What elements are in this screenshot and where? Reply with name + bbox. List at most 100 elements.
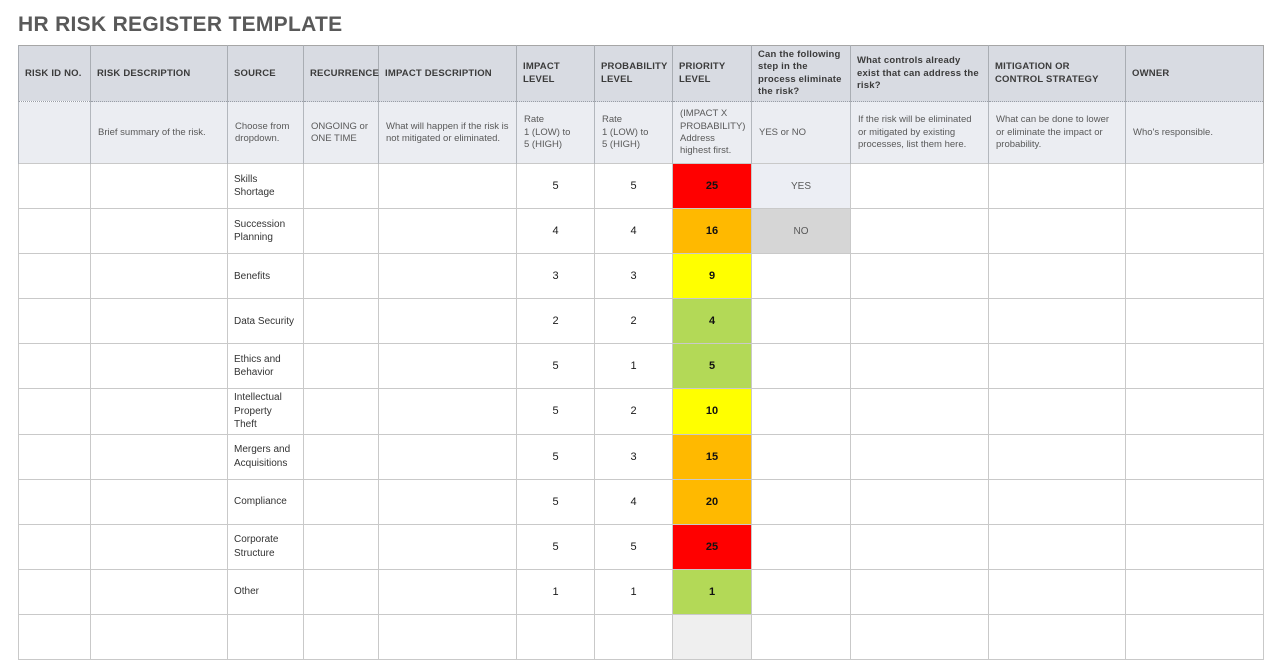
risk-id-cell[interactable] [18, 478, 91, 525]
impact-description-cell[interactable] [378, 478, 517, 525]
owner-cell[interactable] [1125, 208, 1264, 255]
mitigation-strategy-cell[interactable] [988, 568, 1126, 615]
source-cell[interactable]: Corporate Structure [227, 523, 304, 570]
probability-level-cell[interactable]: 4 [594, 208, 673, 255]
impact-description-cell[interactable] [378, 613, 517, 660]
recurrence-cell[interactable] [303, 208, 379, 255]
priority-level-cell[interactable]: 9 [672, 253, 752, 300]
existing-controls-cell[interactable] [850, 523, 989, 570]
eliminate-risk-cell[interactable] [751, 433, 851, 480]
existing-controls-cell[interactable] [850, 433, 989, 480]
existing-controls-cell[interactable] [850, 388, 989, 435]
risk-id-cell[interactable] [18, 433, 91, 480]
recurrence-cell[interactable] [303, 388, 379, 435]
eliminate-risk-cell[interactable] [751, 523, 851, 570]
priority-level-cell[interactable] [672, 613, 752, 660]
priority-level-cell[interactable]: 16 [672, 208, 752, 255]
owner-cell[interactable] [1125, 163, 1264, 210]
impact-description-cell[interactable] [378, 523, 517, 570]
impact-level-cell[interactable]: 5 [516, 433, 595, 480]
eliminate-risk-cell[interactable] [751, 343, 851, 390]
risk-description-cell[interactable] [90, 478, 228, 525]
recurrence-cell[interactable] [303, 568, 379, 615]
risk-description-cell[interactable] [90, 523, 228, 570]
recurrence-cell[interactable] [303, 433, 379, 480]
impact-level-cell[interactable]: 1 [516, 568, 595, 615]
risk-description-cell[interactable] [90, 298, 228, 345]
impact-description-cell[interactable] [378, 433, 517, 480]
source-cell[interactable]: Benefits [227, 253, 304, 300]
recurrence-cell[interactable] [303, 343, 379, 390]
impact-level-cell[interactable]: 5 [516, 388, 595, 435]
probability-level-cell[interactable]: 4 [594, 478, 673, 525]
recurrence-cell[interactable] [303, 163, 379, 210]
owner-cell[interactable] [1125, 523, 1264, 570]
eliminate-risk-cell[interactable] [751, 613, 851, 660]
recurrence-cell[interactable] [303, 253, 379, 300]
probability-level-cell[interactable]: 3 [594, 433, 673, 480]
risk-id-cell[interactable] [18, 523, 91, 570]
risk-description-cell[interactable] [90, 433, 228, 480]
impact-level-cell[interactable]: 2 [516, 298, 595, 345]
priority-level-cell[interactable]: 25 [672, 163, 752, 210]
risk-id-cell[interactable] [18, 568, 91, 615]
eliminate-risk-cell[interactable] [751, 388, 851, 435]
mitigation-strategy-cell[interactable] [988, 343, 1126, 390]
probability-level-cell[interactable]: 3 [594, 253, 673, 300]
mitigation-strategy-cell[interactable] [988, 253, 1126, 300]
eliminate-risk-cell[interactable] [751, 298, 851, 345]
eliminate-risk-cell[interactable] [751, 568, 851, 615]
probability-level-cell[interactable]: 5 [594, 163, 673, 210]
risk-description-cell[interactable] [90, 208, 228, 255]
owner-cell[interactable] [1125, 433, 1264, 480]
mitigation-strategy-cell[interactable] [988, 163, 1126, 210]
impact-level-cell[interactable]: 5 [516, 478, 595, 525]
risk-description-cell[interactable] [90, 613, 228, 660]
risk-id-cell[interactable] [18, 298, 91, 345]
existing-controls-cell[interactable] [850, 613, 989, 660]
eliminate-risk-cell[interactable] [751, 478, 851, 525]
impact-level-cell[interactable]: 5 [516, 523, 595, 570]
source-cell[interactable]: Skills Shortage [227, 163, 304, 210]
source-cell[interactable]: Compliance [227, 478, 304, 525]
probability-level-cell[interactable]: 5 [594, 523, 673, 570]
mitigation-strategy-cell[interactable] [988, 433, 1126, 480]
existing-controls-cell[interactable] [850, 208, 989, 255]
existing-controls-cell[interactable] [850, 253, 989, 300]
priority-level-cell[interactable]: 1 [672, 568, 752, 615]
probability-level-cell[interactable]: 1 [594, 568, 673, 615]
existing-controls-cell[interactable] [850, 343, 989, 390]
source-cell[interactable]: Intellectual Property Theft [227, 388, 304, 435]
probability-level-cell[interactable]: 1 [594, 343, 673, 390]
risk-id-cell[interactable] [18, 388, 91, 435]
existing-controls-cell[interactable] [850, 163, 989, 210]
risk-description-cell[interactable] [90, 253, 228, 300]
recurrence-cell[interactable] [303, 613, 379, 660]
impact-description-cell[interactable] [378, 388, 517, 435]
risk-id-cell[interactable] [18, 253, 91, 300]
impact-level-cell[interactable]: 4 [516, 208, 595, 255]
priority-level-cell[interactable]: 10 [672, 388, 752, 435]
source-cell[interactable]: Succession Planning [227, 208, 304, 255]
risk-description-cell[interactable] [90, 568, 228, 615]
source-cell[interactable]: Data Security [227, 298, 304, 345]
owner-cell[interactable] [1125, 478, 1264, 525]
mitigation-strategy-cell[interactable] [988, 478, 1126, 525]
eliminate-risk-cell[interactable] [751, 253, 851, 300]
priority-level-cell[interactable]: 5 [672, 343, 752, 390]
recurrence-cell[interactable] [303, 298, 379, 345]
impact-description-cell[interactable] [378, 208, 517, 255]
owner-cell[interactable] [1125, 298, 1264, 345]
impact-description-cell[interactable] [378, 163, 517, 210]
recurrence-cell[interactable] [303, 523, 379, 570]
priority-level-cell[interactable]: 20 [672, 478, 752, 525]
existing-controls-cell[interactable] [850, 568, 989, 615]
mitigation-strategy-cell[interactable] [988, 523, 1126, 570]
source-cell[interactable] [227, 613, 304, 660]
impact-description-cell[interactable] [378, 568, 517, 615]
impact-level-cell[interactable]: 5 [516, 163, 595, 210]
owner-cell[interactable] [1125, 613, 1264, 660]
risk-id-cell[interactable] [18, 163, 91, 210]
mitigation-strategy-cell[interactable] [988, 388, 1126, 435]
impact-description-cell[interactable] [378, 343, 517, 390]
